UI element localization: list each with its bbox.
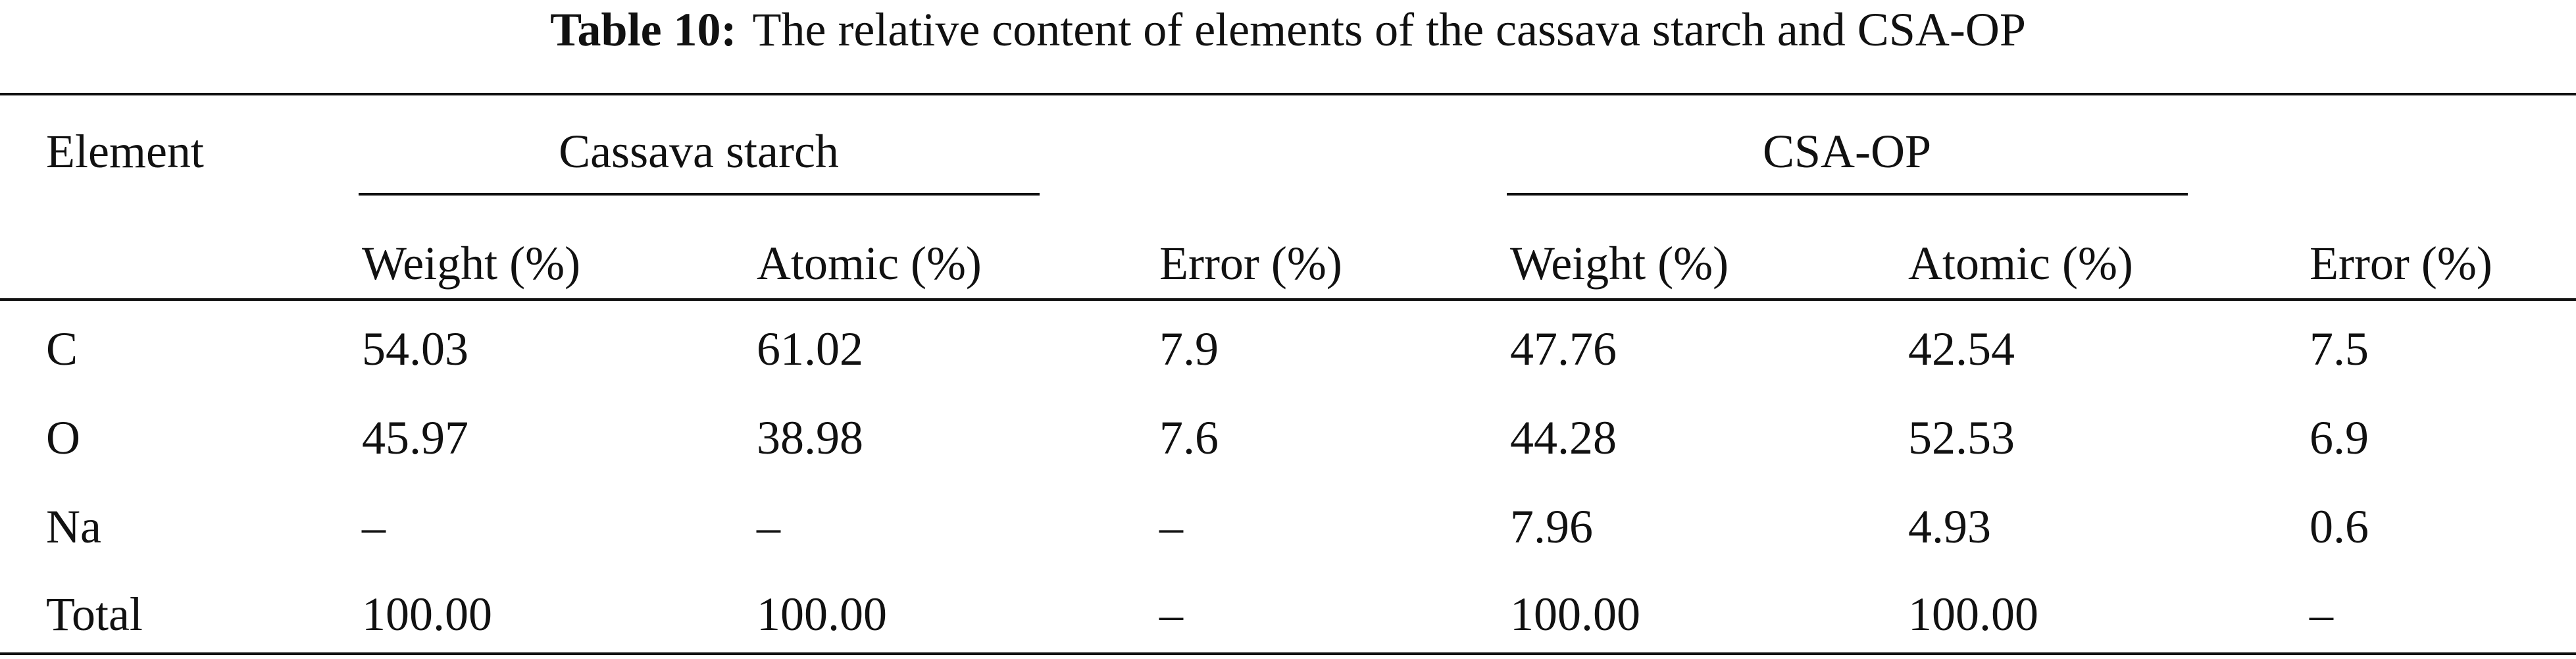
cell: 38.98 (757, 411, 863, 464)
cell: – (757, 500, 780, 553)
column-header: Element (46, 125, 204, 178)
cell: 100.00 (362, 588, 492, 641)
column-header: Weight (%) (362, 237, 581, 290)
group-header: CSA-OP (1762, 125, 1932, 178)
cell: – (362, 500, 386, 553)
cell: 100.00 (1908, 588, 2038, 641)
cell: 44.28 (1510, 411, 1617, 464)
cell: 4.93 (1908, 500, 1991, 553)
cell: 7.6 (1159, 411, 1219, 464)
column-header: Weight (%) (1510, 237, 1729, 290)
cell: – (1159, 500, 1183, 553)
cell: 52.53 (1908, 411, 2015, 464)
row-label: C (46, 323, 78, 375)
group-rule (1507, 193, 2188, 196)
bottom-rule (0, 652, 2576, 655)
caption-label: Table 10: (550, 3, 737, 56)
cell: 100.00 (1510, 588, 1640, 641)
cell: – (1159, 588, 1183, 641)
cell: 6.9 (2310, 411, 2369, 464)
cell: – (2310, 588, 2333, 641)
cell: 100.00 (757, 588, 887, 641)
cell: 7.96 (1510, 500, 1593, 553)
cell: 0.6 (2310, 500, 2369, 553)
top-rule (0, 93, 2576, 95)
cell: 7.9 (1159, 323, 1219, 375)
group-header: Cassava starch (559, 125, 839, 178)
row-label: O (46, 411, 80, 464)
column-header: Error (%) (2310, 237, 2492, 290)
column-header: Atomic (%) (1908, 237, 2133, 290)
column-header: Error (%) (1159, 237, 1342, 290)
cell: 54.03 (362, 323, 468, 375)
cell: 42.54 (1908, 323, 2015, 375)
caption-text: The relative content of elements of the … (752, 3, 2026, 56)
cell: 45.97 (362, 411, 468, 464)
row-label: Na (46, 500, 101, 553)
column-header: Atomic (%) (757, 237, 982, 290)
header-rule (0, 298, 2576, 301)
cell: 61.02 (757, 323, 863, 375)
table-caption: Table 10: The relative content of element… (0, 6, 2576, 53)
row-label: Total (46, 588, 143, 641)
group-rule (359, 193, 1040, 196)
cell: 7.5 (2310, 323, 2369, 375)
cell: 47.76 (1510, 323, 1617, 375)
